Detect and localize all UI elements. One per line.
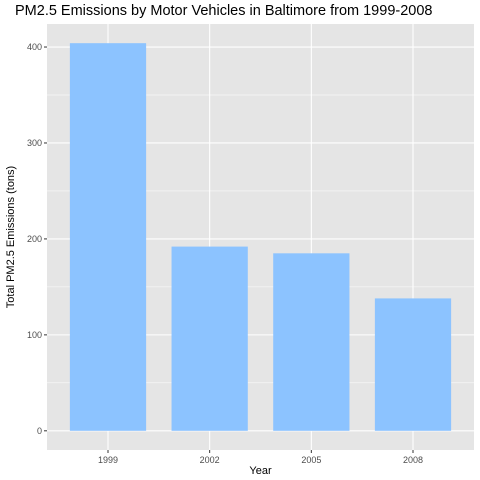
x-tick-label: 1999 — [98, 455, 118, 465]
x-tick-label: 2008 — [403, 455, 423, 465]
bar-2008 — [374, 298, 452, 431]
x-axis: 1999 2002 2005 2008 — [98, 450, 423, 465]
bars — [69, 43, 452, 431]
bar-1999 — [69, 43, 147, 431]
y-tick-label: 0 — [37, 426, 42, 436]
y-tick-label: 300 — [27, 138, 42, 148]
y-tick-label: 200 — [27, 234, 42, 244]
x-tick-label: 2005 — [301, 455, 321, 465]
chart-title: PM2.5 Emissions by Motor Vehicles in Bal… — [15, 3, 433, 19]
y-axis-title: Total PM2.5 Emissions (tons) — [5, 166, 17, 308]
x-tick-label: 2002 — [200, 455, 220, 465]
y-axis: 0 100 200 300 400 — [27, 42, 47, 436]
y-tick-label: 400 — [27, 42, 42, 52]
bar-2002 — [171, 246, 248, 431]
y-tick-label: 100 — [27, 330, 42, 340]
bar-2005 — [273, 253, 350, 431]
x-axis-title: Year — [249, 465, 272, 477]
